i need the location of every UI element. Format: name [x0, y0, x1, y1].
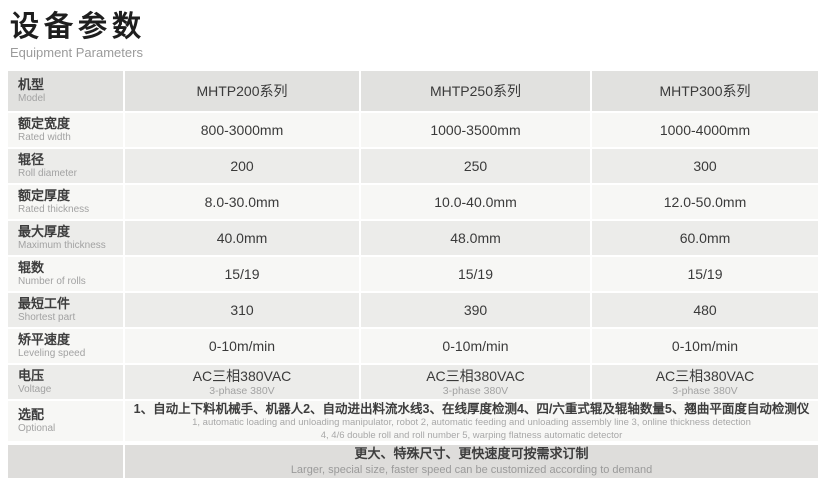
- cell-value: 8.0-30.0mm: [125, 185, 359, 220]
- row-label-en: Optional: [18, 422, 56, 434]
- cell-value: 40.0mm: [125, 221, 359, 256]
- header-col-mhtp250: MHTP250系列: [361, 71, 590, 112]
- voltage-value-zh: AC三相380VAC: [655, 367, 755, 384]
- row-label-zh: 额定厚度: [18, 188, 71, 204]
- header-col-mhtp300: MHTP300系列: [592, 71, 818, 112]
- table-row-rated-thickness: 额定厚度 Rated thickness 8.0-30.0mm 10.0-40.…: [8, 185, 818, 220]
- table-row-shortest-part: 最短工件 Shortest part 310 390 480: [8, 293, 818, 328]
- cell-voltage: AC三相380VAC 3-phase 380V: [592, 365, 818, 400]
- table-row-optional: 选配 Optional 1、自动上下料机械手、机器人2、自动进出料流水线3、在线…: [8, 401, 818, 442]
- row-label-zh: 选配: [18, 407, 45, 423]
- cell-value: 12.0-50.0mm: [592, 185, 818, 220]
- row-label-en: Shortest part: [18, 311, 76, 323]
- cell-value: 390: [361, 293, 590, 328]
- header-label-cell: 机型 Model: [8, 71, 123, 112]
- table-row-number-of-rolls: 辊数 Number of rolls 15/19 15/19 15/19: [8, 257, 818, 292]
- row-label-zh: 矫平速度: [18, 332, 71, 348]
- row-label-en: Leveling speed: [18, 347, 86, 359]
- row-label-zh: 电压: [18, 368, 45, 384]
- cell-value: 200: [125, 149, 359, 184]
- cell-value: 0-10m/min: [592, 329, 818, 364]
- table-row-rated-width: 额定宽度 Rated width 800-3000mm 1000-3500mm …: [8, 113, 818, 148]
- cell-optional: 1、自动上下料机械手、机器人2、自动进出料流水线3、在线厚度检测4、四/六重式辊…: [125, 401, 818, 442]
- cell-value: 310: [125, 293, 359, 328]
- page-title: 设备参数 Equipment Parameters: [8, 11, 818, 61]
- row-label-zh: 辊数: [18, 260, 45, 276]
- optional-text-en-line2: 4, 4/6 double roll and roll number 5, wa…: [320, 429, 623, 441]
- cell-value: 48.0mm: [361, 221, 590, 256]
- cell-value: 15/19: [361, 257, 590, 292]
- row-label-zh: 最大厚度: [18, 224, 71, 240]
- optional-text-zh: 1、自动上下料机械手、机器人2、自动进出料流水线3、在线厚度检测4、四/六重式辊…: [133, 401, 810, 416]
- cell-value: 1000-4000mm: [592, 113, 818, 148]
- row-label-cell: 辊径 Roll diameter: [8, 149, 123, 184]
- row-label-en: Number of rolls: [18, 275, 86, 287]
- cell-value: 0-10m/min: [361, 329, 590, 364]
- page-title-zh: 设备参数: [10, 11, 147, 43]
- cell-value: 15/19: [125, 257, 359, 292]
- table-row-roll-diameter: 辊径 Roll diameter 200 250 300: [8, 149, 818, 184]
- cell-value: 60.0mm: [592, 221, 818, 256]
- voltage-value-en: 3-phase 380V: [442, 384, 509, 397]
- row-label-cell: 辊数 Number of rolls: [8, 257, 123, 292]
- row-label-en: Rated thickness: [18, 203, 90, 215]
- row-label-cell: 额定厚度 Rated thickness: [8, 185, 123, 220]
- table-row-voltage: 电压 Voltage AC三相380VAC 3-phase 380V AC三相3…: [8, 365, 818, 400]
- voltage-value-en: 3-phase 380V: [209, 384, 275, 397]
- cell-footer-note: 更大、特殊尺寸、更快速度可按需求订制 Larger, special size,…: [125, 445, 818, 479]
- row-label-zh: 额定宽度: [18, 116, 71, 132]
- row-label-en: Voltage: [18, 383, 52, 395]
- header-label-zh: 机型: [18, 77, 45, 93]
- cell-value: 300: [592, 149, 818, 184]
- cell-value: 1000-3500mm: [361, 113, 590, 148]
- row-label-zh: 辊径: [18, 152, 45, 168]
- cell-value: 250: [361, 149, 590, 184]
- optional-text-en-line1: 1, automatic loading and unloading manip…: [192, 417, 751, 429]
- row-label-cell: 额定宽度 Rated width: [8, 113, 123, 148]
- voltage-value-zh: AC三相380VAC: [426, 367, 525, 384]
- row-label-en: Maximum thickness: [18, 239, 106, 251]
- row-label-cell: 选配 Optional: [8, 401, 123, 442]
- row-label-en: Roll diameter: [18, 167, 77, 179]
- cell-value: 800-3000mm: [125, 113, 359, 148]
- cell-value: 15/19: [592, 257, 818, 292]
- row-label-en: Rated width: [18, 131, 71, 143]
- table-row-leveling-speed: 矫平速度 Leveling speed 0-10m/min 0-10m/min …: [8, 329, 818, 364]
- voltage-value-en: 3-phase 380V: [672, 384, 738, 397]
- cell-value: 10.0-40.0mm: [361, 185, 590, 220]
- row-label-cell: 电压 Voltage: [8, 365, 123, 400]
- cell-voltage: AC三相380VAC 3-phase 380V: [125, 365, 359, 400]
- row-label-cell: 最短工件 Shortest part: [8, 293, 123, 328]
- row-label-cell: 矫平速度 Leveling speed: [8, 329, 123, 364]
- row-label-zh: 最短工件: [18, 296, 71, 312]
- row-label-cell: 最大厚度 Maximum thickness: [8, 221, 123, 256]
- cell-value: 0-10m/min: [125, 329, 359, 364]
- voltage-value-zh: AC三相380VAC: [192, 367, 292, 384]
- footer-note-en: Larger, special size, faster speed can b…: [290, 464, 653, 477]
- page-title-en: Equipment Parameters: [10, 45, 143, 61]
- table-header-row: 机型 Model MHTP200系列 MHTP250系列 MHTP300系列: [8, 71, 818, 112]
- table-row-maximum-thickness: 最大厚度 Maximum thickness 40.0mm 48.0mm 60.…: [8, 221, 818, 256]
- footer-empty-cell: [8, 445, 123, 479]
- cell-voltage: AC三相380VAC 3-phase 380V: [361, 365, 590, 400]
- header-col-mhtp200: MHTP200系列: [125, 71, 359, 112]
- footer-note-zh: 更大、特殊尺寸、更快速度可按需求订制: [354, 446, 589, 462]
- header-label-en: Model: [18, 92, 46, 104]
- cell-value: 480: [592, 293, 818, 328]
- spec-table: 机型 Model MHTP200系列 MHTP250系列 MHTP300系列 额…: [8, 71, 818, 479]
- table-row-footer-note: 更大、特殊尺寸、更快速度可按需求订制 Larger, special size,…: [8, 445, 818, 479]
